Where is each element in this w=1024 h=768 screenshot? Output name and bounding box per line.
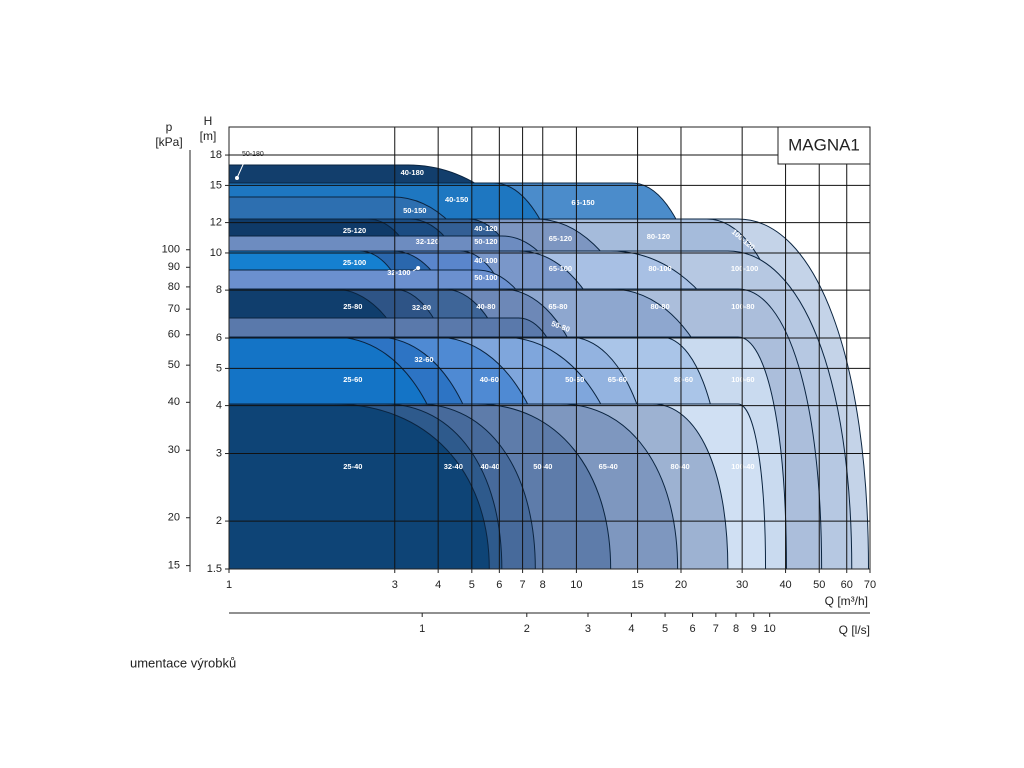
region-label: 40-40 [481,462,500,471]
x-tick-label: 10 [570,579,582,591]
region-label: 80-40 [671,462,690,471]
y-tick-label: 5 [216,362,222,374]
y2-tick-label: 15 [168,560,180,572]
region-label: 50-100 [474,273,497,282]
x2-tick-label: 6 [690,623,696,635]
region-label: 40-150 [445,195,468,204]
caption: umentace výrobků [130,655,236,670]
region-label: 32-60 [414,355,433,364]
plot-frame [228,126,871,570]
region-label: 40-180 [401,168,424,177]
y2-tick-label: 30 [168,444,180,456]
x2-tick-label: 3 [585,623,591,635]
region-label: 50-120 [474,237,497,246]
region-label: 25-80 [343,302,362,311]
x2-tick-label: 10 [764,623,776,635]
x-tick-label: 60 [841,579,853,591]
chart-title: MAGNA1 [788,135,860,154]
region-label: 80-80 [650,302,669,311]
region-label: 32-80 [412,303,431,312]
x-tick-label: 50 [813,579,825,591]
x-tick-label: 1 [226,579,232,591]
y2-tick-label: 50 [168,359,180,371]
y-tick-label: 10 [210,247,222,259]
x-tick-label: 40 [779,579,791,591]
x-tick-label: 5 [469,579,475,591]
region-label: 25-40 [343,462,362,471]
region-label: 80-120 [647,232,670,241]
region-label: 50-60 [565,375,584,384]
region-label: 100-60 [731,375,754,384]
pump-region [228,403,490,570]
y2-axis-label: p [166,120,173,134]
y2-tick-label: 80 [168,281,180,293]
x-tick-label: 15 [631,579,643,591]
y-tick-label: 8 [216,284,222,296]
y-axis-unit: [m] [200,129,217,143]
region-label: 100-80 [731,302,754,311]
y2-tick-label: 60 [168,329,180,341]
region-label: 32-100 [387,268,410,277]
region-label: 40-100 [474,256,497,265]
x-tick-label: 4 [435,579,441,591]
region-label: 40-120 [474,224,497,233]
pointer-dot [235,176,239,180]
pointer [236,157,247,179]
x2-tick-label: 1 [419,623,425,635]
y-tick-label: 18 [210,149,222,161]
x-tick-label: 6 [496,579,502,591]
y2-tick-label: 100 [162,244,180,256]
x-tick-label: 8 [540,579,546,591]
x-axis-label: Q [m³/h] [825,594,868,608]
region-label: 65-100 [549,264,572,273]
region-label: 65-40 [599,462,618,471]
x-tick-label: 7 [520,579,526,591]
region-label: 65-80 [548,302,567,311]
region-label: 50-180 [242,151,264,158]
y-tick-label: 6 [216,332,222,344]
x2-tick-label: 5 [662,623,668,635]
region-label: 100-100 [731,264,759,273]
region-label: 100-40 [731,462,754,471]
region-label: 65-60 [608,375,627,384]
region-label: 65-150 [571,198,594,207]
region-label: 25-100 [343,258,366,267]
y-tick-label: 3 [216,447,222,459]
region-label: 80-60 [674,375,693,384]
y-tick-label: 15 [210,179,222,191]
y-tick-label: 2 [216,515,222,527]
y2-axis-unit: [kPa] [155,135,182,149]
y2-tick-label: 40 [168,396,180,408]
x2-axis-label: Q [l/s] [839,623,870,637]
y-tick-label: 1.5 [207,563,222,575]
x-tick-label: 70 [864,579,876,591]
y2-tick-label: 90 [168,261,180,273]
x2-tick-label: 9 [751,623,757,635]
y-tick-label: 12 [210,216,222,228]
x2-tick-label: 2 [524,623,530,635]
region-label: 40-60 [480,375,499,384]
y-tick-label: 4 [216,400,222,412]
y-axis-label: H [204,114,213,128]
pointer-dot [416,266,421,270]
regions: 50-180 40-180 40-150 50-150 65-150 25-120 32-1… [228,151,870,570]
region-label: 25-60 [343,375,362,384]
region-label: 25-120 [343,226,366,235]
region-label: 50-150 [403,206,426,215]
y2-tick-label: 20 [168,512,180,524]
title-box [777,126,871,165]
region-label: 80-100 [648,264,671,273]
y2-tick-label: 70 [168,303,180,315]
x2-tick-label: 7 [713,623,719,635]
x-tick-label: 3 [392,579,398,591]
x-tick-label: 20 [675,579,687,591]
region-label: 32-40 [444,462,463,471]
region-label: 65-120 [549,234,572,243]
x-tick-label: 30 [736,579,748,591]
region-label: 40-80 [476,302,495,311]
region-label: 32-120 [416,237,439,246]
x2-tick-label: 8 [733,623,739,635]
x2-tick-label: 4 [628,623,634,635]
